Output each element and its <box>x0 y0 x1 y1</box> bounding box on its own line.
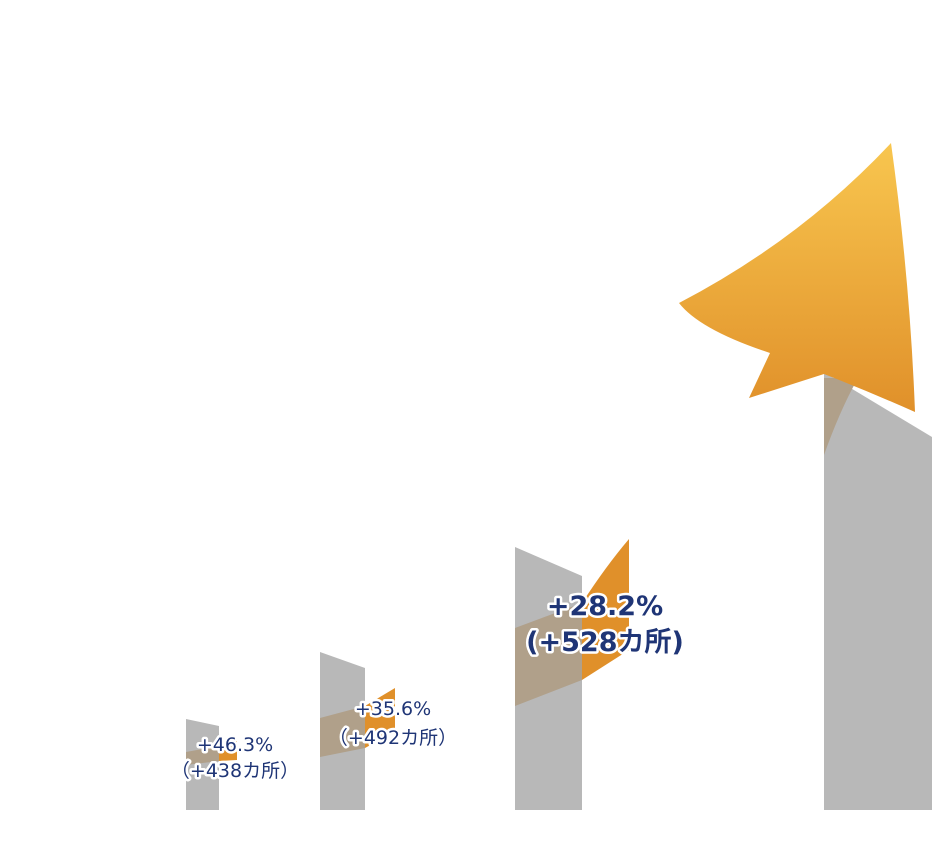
growth-arrow-1 <box>219 741 237 761</box>
growth-label-2-pct: +35.6% <box>355 698 431 720</box>
growth-band-1 <box>186 746 219 765</box>
growth-arrow-3 <box>582 539 629 680</box>
growth-band-2 <box>320 706 365 757</box>
growth-label-2-count: （+492カ所） <box>329 727 457 749</box>
growth-arrow-2 <box>365 688 395 748</box>
growth-band-3 <box>515 603 582 706</box>
growth-label-1-pct: +46.3% <box>197 734 273 756</box>
growth-label-3-count: (+528カ所) <box>526 627 684 658</box>
big-growth-arrow <box>679 143 915 412</box>
growth-band-4 <box>824 378 858 455</box>
growth-label-1-count: （+438カ所） <box>171 760 299 782</box>
bar-4 <box>824 372 932 810</box>
bar-1 <box>186 719 219 810</box>
growth-label-3-pct: +28.2% <box>547 591 663 622</box>
